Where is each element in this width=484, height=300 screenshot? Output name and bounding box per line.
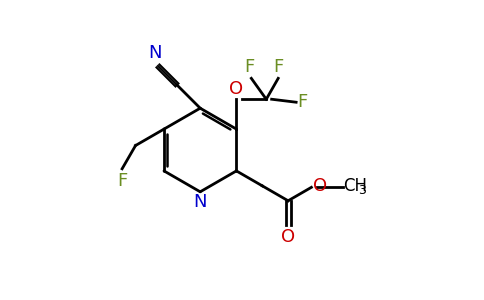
Text: N: N (148, 44, 162, 62)
Text: F: F (117, 172, 127, 190)
Text: F: F (273, 58, 283, 76)
Text: O: O (313, 177, 327, 195)
Text: O: O (281, 228, 295, 246)
Text: CH: CH (343, 177, 367, 195)
Text: O: O (229, 80, 243, 98)
Text: F: F (245, 58, 255, 76)
Text: F: F (298, 93, 308, 111)
Text: N: N (194, 193, 207, 211)
Text: 3: 3 (359, 184, 366, 197)
